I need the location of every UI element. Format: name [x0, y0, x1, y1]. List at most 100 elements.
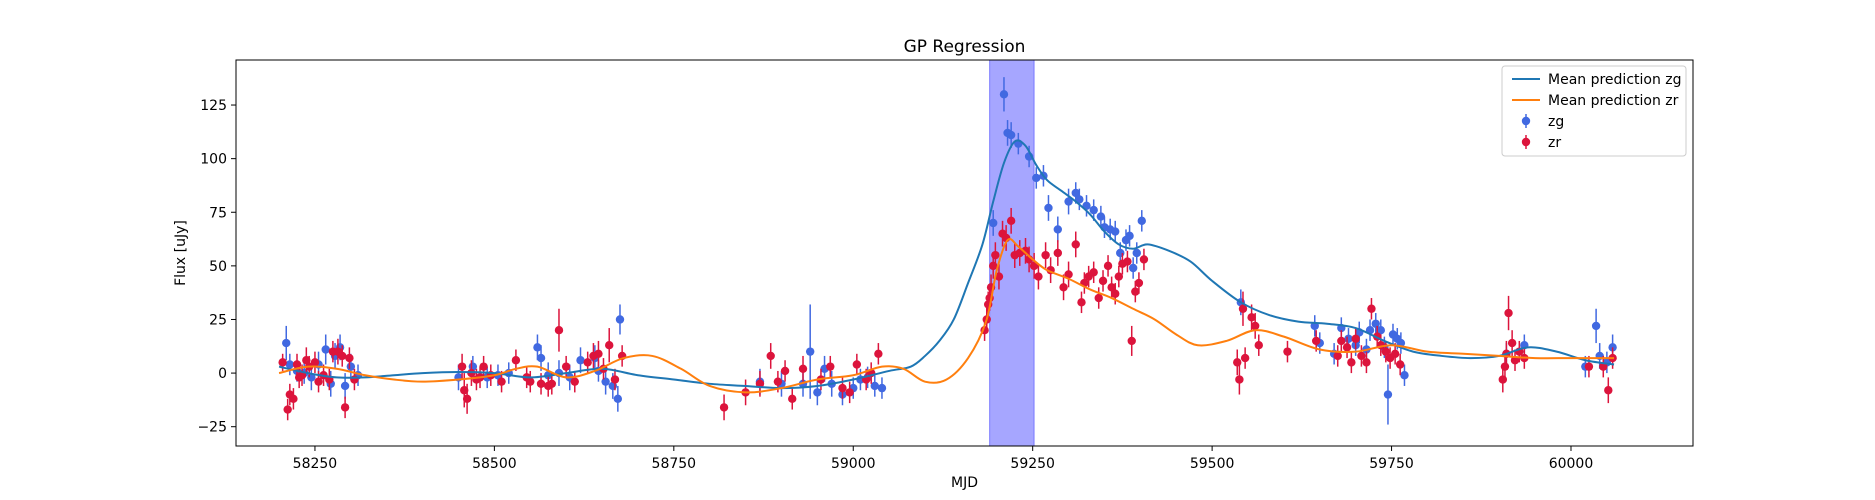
zr-data-point: [292, 360, 302, 369]
x-tick-label: 60000: [1549, 456, 1594, 472]
plot-frame: [235, 59, 1694, 447]
zg-data-point: [1608, 343, 1617, 352]
zg-data-point: [601, 377, 610, 386]
zr-data-point: [605, 341, 614, 350]
zr-data-point: [570, 377, 579, 386]
zr-data-point: [289, 394, 298, 404]
legend-label: Mean prediction zr: [1548, 93, 1679, 109]
zg-data-point: [1089, 205, 1098, 215]
zr-data-point: [1507, 338, 1517, 348]
zg-data-point: [1064, 197, 1073, 206]
y-tick-label: 0: [218, 366, 227, 382]
x-tick-label: 59500: [1190, 456, 1235, 472]
x-tick-label: 59750: [1369, 456, 1414, 472]
zg-data-point: [615, 315, 625, 324]
zr-data-point: [1053, 248, 1063, 258]
zg-data-point: [1053, 225, 1063, 234]
zr-data-point: [1235, 375, 1244, 384]
zr-data-point: [1041, 250, 1050, 260]
prediction-lines: [278, 139, 1615, 394]
y-tick-label: 75: [209, 205, 227, 221]
zr-data-point: [1071, 240, 1080, 249]
zr-data-point: [283, 405, 292, 414]
zr-data-point: [852, 360, 862, 369]
zg-data-point: [1071, 188, 1080, 198]
zg-data-point: [1132, 248, 1141, 258]
zr-data-point: [1029, 261, 1039, 271]
zr-data-point: [1238, 304, 1248, 313]
zr-data-point: [1006, 216, 1016, 226]
zr-data-point: [1254, 341, 1263, 350]
zr-data-point: [497, 377, 506, 386]
zr-data-point: [460, 386, 469, 395]
zr-data-point: [1094, 293, 1103, 303]
zg-data-point: [1591, 321, 1601, 331]
zr-data-point: [1139, 255, 1149, 264]
chart-title: GP Regression: [904, 37, 1026, 57]
zg-data-point: [1111, 227, 1120, 236]
zg-data-point: [1032, 173, 1041, 183]
zg-data-point: [805, 347, 815, 356]
zr-data-point: [1362, 358, 1371, 367]
zr-data-point: [1111, 289, 1120, 298]
zg-data-point: [813, 388, 822, 397]
zr-data-point: [1134, 278, 1144, 288]
zr-data-point: [1064, 270, 1073, 279]
zr-data-point: [1247, 313, 1256, 322]
zg-data-point: [533, 343, 542, 352]
zr-data-point: [780, 366, 790, 376]
legend-box: [1501, 65, 1687, 157]
zr-data-point: [554, 326, 564, 335]
zr-data-point: [1077, 298, 1086, 307]
zr-data-point: [536, 379, 546, 389]
y-tick-label: 100: [200, 152, 227, 168]
zr-data-point: [1123, 257, 1132, 266]
x-tick-label: 58750: [652, 456, 697, 472]
zr-data-point: [1390, 349, 1400, 358]
zr-data-point: [462, 394, 472, 404]
zr-data-point: [479, 362, 488, 371]
zg-data-point: [1137, 216, 1146, 226]
legend: Mean prediction zg Mean prediction zr zg zr: [1501, 65, 1687, 157]
x-tick-label: 58500: [472, 456, 517, 472]
zr-data-point: [826, 362, 835, 371]
zg-data-point: [1344, 334, 1353, 343]
x-axis-ticks: 58250 58500 58750 59000 59250 59500 59750 60000: [293, 446, 1594, 472]
legend-label: zg: [1548, 114, 1564, 130]
zr-data-point: [1498, 375, 1508, 384]
zr-data-point: [314, 377, 323, 386]
zg-data-point: [1125, 231, 1134, 241]
zr-data-point: [1504, 308, 1513, 318]
zr-data-point: [1342, 343, 1352, 352]
zg-data-point: [576, 356, 585, 365]
zr-data-point: [594, 349, 603, 358]
zr-data-point: [340, 403, 350, 412]
zg-data-point: [1044, 203, 1053, 213]
zg-data-point: [989, 218, 998, 228]
mean-prediction-zr-line: [278, 238, 1615, 394]
zr-data-point: [1103, 261, 1113, 271]
zr-data-point: [1034, 272, 1043, 281]
zg-data-point: [1128, 263, 1138, 273]
zg-data-point: [870, 381, 879, 391]
zr-data-point: [1357, 351, 1366, 361]
zg-data-point: [282, 338, 291, 348]
zr-data-point: [561, 362, 571, 371]
zr-data-point: [1240, 353, 1250, 363]
zg-data-point: [999, 90, 1009, 99]
zr-data-point: [1337, 336, 1346, 346]
zr-data-point: [991, 250, 1000, 260]
zr-data-point: [1584, 362, 1594, 371]
zr-data-point: [1395, 360, 1405, 369]
zg-data-point: [321, 345, 330, 354]
zr-data-point: [838, 383, 847, 393]
zr-data-point: [1089, 268, 1098, 277]
zr-data-point: [1021, 246, 1030, 256]
zr-data-point: [338, 351, 347, 361]
zr-data-point: [719, 403, 729, 412]
zr-data-point: [1131, 287, 1140, 296]
zr-data-point: [1351, 334, 1360, 343]
legend-label: zr: [1548, 135, 1561, 151]
zr-data-point: [1311, 336, 1321, 346]
zr-data-point: [1347, 358, 1356, 367]
